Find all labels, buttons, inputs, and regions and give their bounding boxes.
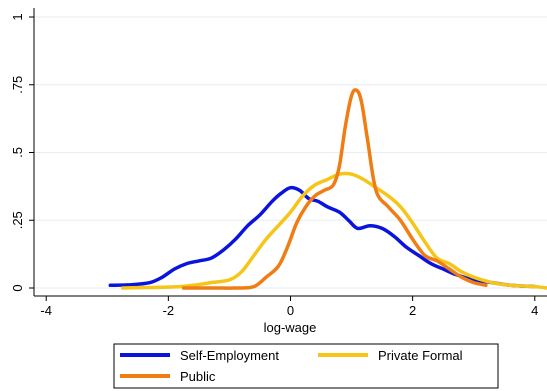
legend-label-public: Public — [180, 369, 216, 384]
x-tick-label: 0 — [287, 303, 294, 318]
legend-label-private-formal: Private Formal — [378, 348, 463, 363]
series-layer — [108, 88, 547, 290]
series-line-private-formal — [120, 171, 547, 290]
x-axis-title: log-wage — [264, 320, 317, 335]
grid-layer — [34, 16, 547, 289]
series-line-public — [181, 88, 488, 290]
y-tick-label: 0 — [10, 284, 25, 291]
x-tick-label: 2 — [409, 303, 416, 318]
series-line-self-employment — [108, 185, 537, 289]
axis-layer: 0 .25 .5 .75 1 -4 -2 0 2 4 — [10, 8, 547, 318]
x-tick-label: 4 — [531, 303, 538, 318]
x-tick-label: -2 — [163, 303, 175, 318]
y-tick-label: 1 — [10, 13, 25, 20]
x-tick-label: -4 — [40, 303, 52, 318]
legend: Self-Employment Private Formal Public — [113, 343, 499, 389]
y-tick-label: .5 — [10, 147, 25, 158]
legend-box — [113, 343, 499, 389]
y-tick-label: .25 — [10, 211, 25, 229]
y-tick-label: .75 — [10, 76, 25, 94]
legend-label-self-employment: Self-Employment — [180, 348, 279, 363]
